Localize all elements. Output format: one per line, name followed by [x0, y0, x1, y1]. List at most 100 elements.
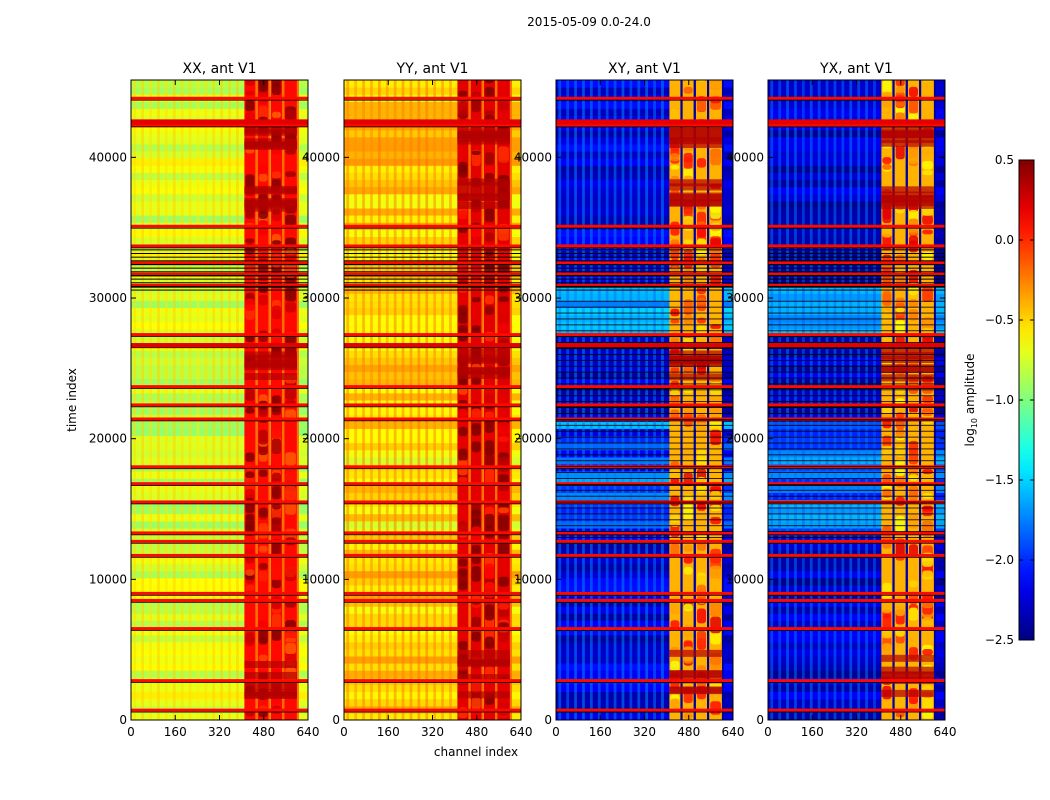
flag-line — [556, 253, 733, 255]
hot-blotch — [271, 83, 282, 95]
heatmap-image — [768, 80, 945, 720]
artifact-row — [131, 333, 308, 337]
hot-blotch — [908, 607, 919, 621]
hot-block — [457, 367, 510, 375]
hot-blotch — [458, 641, 468, 651]
hot-blotch — [908, 86, 919, 97]
time-band — [768, 101, 945, 109]
hot-blotch — [498, 502, 509, 509]
artifact-edge — [131, 503, 308, 505]
time-band — [344, 350, 521, 358]
hot-blotch — [895, 86, 905, 93]
time-band — [768, 563, 945, 572]
x-tick-label: 320 — [633, 725, 656, 739]
hot-blotch — [484, 604, 495, 621]
time-band — [344, 485, 521, 493]
flag-line — [768, 324, 945, 326]
figure-suptitle: 2015-05-09 0.0-24.0 — [527, 15, 651, 29]
artifact-edge — [131, 682, 308, 683]
y-tick-label: 20000 — [514, 432, 552, 446]
hot-blotch — [670, 543, 680, 556]
artifact-row — [768, 385, 945, 389]
time-band — [768, 357, 945, 365]
artifact-edge — [131, 347, 308, 349]
time-band — [131, 200, 308, 209]
channel-stripe — [566, 80, 570, 720]
time-band — [768, 392, 945, 401]
time-band — [556, 250, 733, 259]
time-band — [768, 634, 945, 643]
artifact-row — [556, 261, 733, 265]
flag-line — [768, 260, 945, 262]
flag-line — [556, 495, 733, 497]
hot-blotch — [670, 478, 680, 483]
flag-line — [556, 466, 733, 468]
hot-blotch — [245, 584, 255, 591]
flag-line — [768, 342, 945, 343]
hot-blotch — [258, 469, 268, 477]
hot-blotch — [498, 436, 509, 442]
time-band — [556, 392, 733, 401]
time-band — [131, 563, 308, 572]
artifact-row — [768, 553, 945, 557]
hot-blotch — [498, 456, 509, 473]
hot-blotch — [471, 616, 481, 629]
artifact-row — [344, 261, 521, 265]
artifact-row — [131, 417, 308, 421]
time-band — [131, 542, 308, 550]
artifact-row — [556, 123, 733, 127]
artifact-row — [131, 224, 308, 228]
hot-blotch — [683, 445, 693, 456]
hot-blotch — [258, 507, 268, 518]
flag-line — [768, 383, 945, 385]
artifact-row — [131, 553, 308, 557]
time-band — [556, 208, 733, 216]
hot-block — [244, 198, 297, 206]
artifact-row — [131, 539, 308, 543]
y-tick-label: 30000 — [726, 291, 764, 305]
x-tick-label: 480 — [252, 725, 275, 739]
time-band — [131, 606, 308, 614]
time-band — [344, 421, 521, 429]
flag-line — [768, 478, 945, 479]
artifact-row — [344, 591, 521, 595]
hot-blotch — [285, 386, 296, 400]
time-band — [768, 592, 945, 600]
hot-block — [881, 191, 934, 199]
hot-block — [881, 355, 934, 363]
heatmap-panel: YY, ant V1 0 160 320 480 640 0 10000 20000 30000 4… — [302, 61, 533, 739]
artifact-row — [556, 224, 733, 228]
time-band — [556, 670, 733, 678]
flag-line — [344, 253, 521, 255]
time-band — [768, 236, 945, 245]
channel-stripe — [149, 80, 152, 720]
time-band — [131, 115, 308, 124]
artifact-edge — [344, 630, 521, 631]
flag-line — [556, 460, 733, 462]
flag-line — [556, 377, 733, 379]
time-band — [344, 492, 521, 501]
artifact-row — [344, 465, 521, 469]
artifact-row — [131, 627, 308, 631]
hot-blotch — [258, 571, 268, 582]
flag-line — [556, 424, 733, 426]
hot-blotch — [471, 377, 481, 385]
hot-blotch — [285, 109, 296, 121]
time-band — [556, 535, 733, 543]
time-band — [768, 300, 945, 309]
artifact-row — [131, 465, 308, 469]
artifact-edge — [344, 542, 521, 544]
hot-blotch — [908, 448, 919, 465]
hot-blotch — [245, 471, 255, 479]
time-band — [556, 129, 733, 138]
flag-line — [768, 519, 945, 521]
time-band — [131, 208, 308, 216]
channel-stripe — [661, 80, 664, 720]
time-band — [556, 300, 733, 309]
hot-blotch — [271, 80, 282, 87]
channel-stripe — [157, 80, 160, 720]
hot-blotch — [908, 426, 919, 435]
hot-blotch — [458, 558, 468, 567]
x-tick-label: 480 — [677, 725, 700, 739]
time-band — [131, 456, 308, 465]
